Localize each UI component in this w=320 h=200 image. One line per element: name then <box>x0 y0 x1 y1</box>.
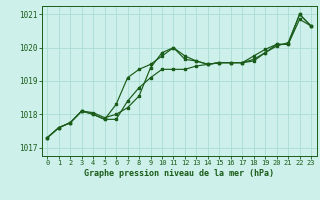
X-axis label: Graphe pression niveau de la mer (hPa): Graphe pression niveau de la mer (hPa) <box>84 169 274 178</box>
